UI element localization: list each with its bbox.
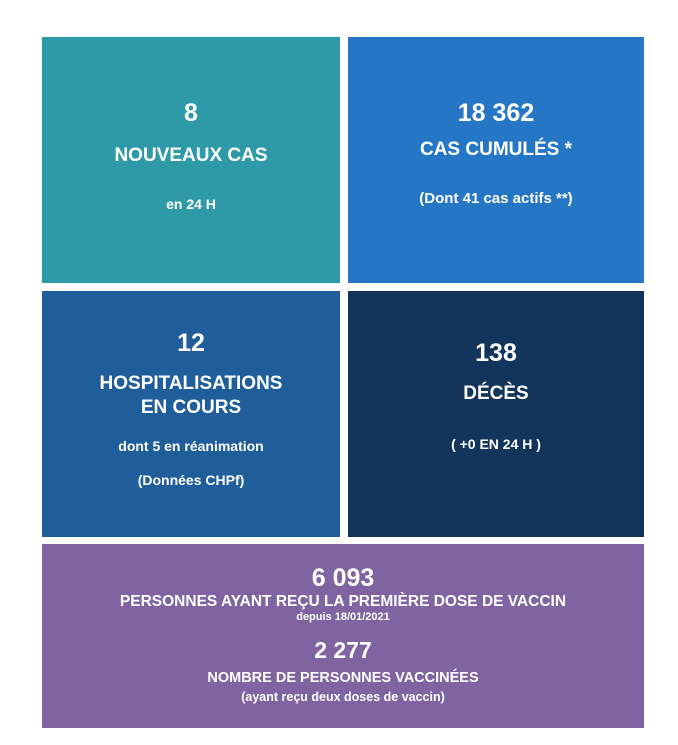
cumulative-label: CAS CUMULÉS *	[419, 139, 572, 160]
cumulative-cases-card: 18 362 CAS CUMULÉS * (Dont 41 cas actifs…	[348, 37, 644, 283]
hospital-label-2: EN COURS	[140, 397, 242, 418]
hospital-sub: dont 5 en réanimation	[118, 438, 264, 454]
second-dose-value: 2 277	[314, 637, 372, 663]
hospitalisations-card: 12 HOSPITALISATIONS EN COURS dont 5 en r…	[42, 291, 340, 537]
deaths-value: 138	[475, 339, 517, 367]
deaths-card: 138 DÉCÈS ( +0 EN 24 H )	[348, 291, 644, 537]
first-dose-sub: depuis 18/01/2021	[296, 611, 390, 623]
new-cases-card: 8 NOUVEAUX CAS en 24 H	[42, 37, 340, 283]
first-dose-label: PERSONNES AYANT REÇU LA PREMIÈRE DOSE DE…	[119, 593, 567, 610]
cumulative-value: 18 362	[457, 99, 535, 127]
hospital-source: (Données CHPf)	[137, 472, 245, 488]
deaths-sub: ( +0 EN 24 H )	[451, 436, 541, 452]
new-cases-value: 8	[184, 99, 198, 127]
vaccination-card: 6 093 PERSONNES AYANT REÇU LA PREMIÈRE D…	[42, 544, 644, 728]
first-dose-value: 6 093	[311, 564, 375, 592]
cumulative-sub: (Dont 41 cas actifs **)	[419, 190, 573, 207]
new-cases-sub: en 24 H	[166, 196, 216, 212]
hospital-label-1: HOSPITALISATIONS	[99, 373, 283, 394]
second-dose-label: NOMBRE DE PERSONNES VACCINÉES	[207, 670, 479, 686]
deaths-label: DÉCÈS	[463, 383, 529, 404]
second-dose-sub: (ayant reçu deux doses de vaccin)	[241, 690, 445, 704]
new-cases-label: NOUVEAUX CAS	[114, 145, 268, 166]
hospital-value: 12	[177, 329, 205, 357]
